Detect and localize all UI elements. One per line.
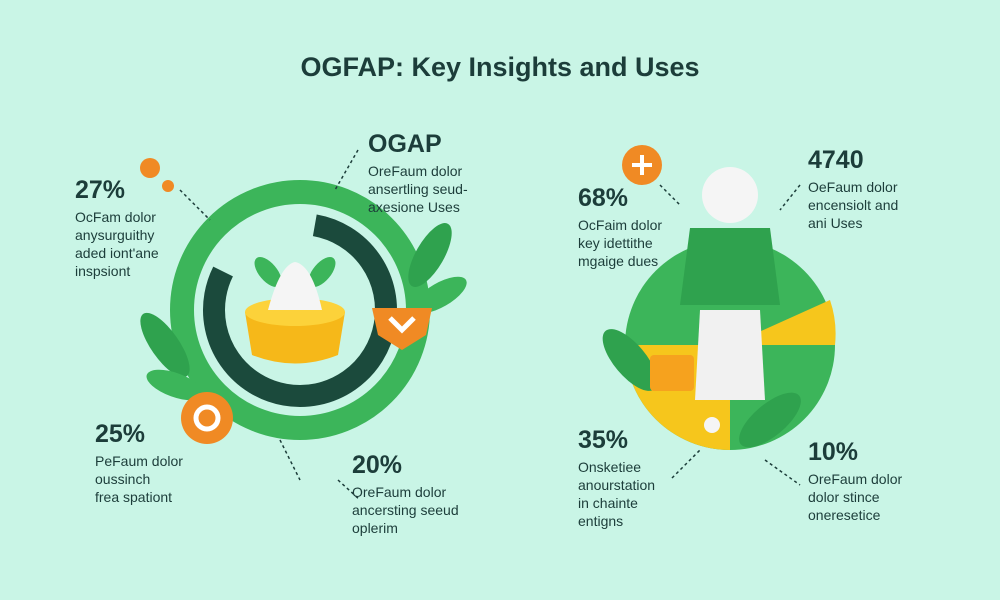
callout-value: 68% <box>578 184 628 212</box>
leaf <box>739 392 801 448</box>
callout-text: anysurguithy <box>75 227 154 243</box>
callout-text: axesione Uses <box>368 199 460 215</box>
callout-text: PeFaum dolor <box>95 453 183 469</box>
callout-text: aded iont'ane <box>75 245 159 261</box>
callout-text: oussinch <box>95 471 150 487</box>
callout-value: 4740 <box>808 146 864 174</box>
callout-text: OcFaim dolor <box>578 217 662 233</box>
orange-icon-mark <box>632 155 652 175</box>
small-icon <box>140 158 160 178</box>
connector <box>337 479 361 501</box>
callout-text: Onsketiee <box>578 459 641 475</box>
connectors <box>179 149 801 501</box>
right-graphic <box>602 145 836 450</box>
callout-text: oneresetice <box>808 507 881 523</box>
callout-text: ancersting seeud <box>352 502 459 518</box>
figure-skirt <box>695 310 765 400</box>
left-graphic <box>140 158 467 444</box>
figure-head <box>702 167 758 223</box>
callout-value: OGAP <box>368 130 442 158</box>
connector <box>671 449 701 479</box>
callout-text: oplerim <box>352 520 398 536</box>
title: OGFAP: Key Insights and Uses <box>300 52 699 82</box>
callout-value: 20% <box>352 451 402 479</box>
callout-text: OreFaum dolor <box>808 471 902 487</box>
callout-text: ani Uses <box>808 215 862 231</box>
callout-text: frea spationt <box>95 489 172 505</box>
callout-text: OeFaum dolor <box>808 179 898 195</box>
callout-value: 35% <box>578 426 628 454</box>
callout-value: 10% <box>808 438 858 466</box>
callout-text: anourstation <box>578 477 655 493</box>
callout-text: encensiolt and <box>808 197 898 213</box>
callout-text: entigns <box>578 513 623 529</box>
callout-text: in chainte <box>578 495 638 511</box>
connector <box>659 184 681 206</box>
leaf <box>140 312 190 378</box>
dot <box>704 417 720 433</box>
leaf <box>408 223 452 287</box>
shield-check <box>388 316 416 334</box>
callout-text: ansertling seud- <box>368 181 468 197</box>
callout-text: OreFaum dolor <box>368 163 462 179</box>
callout-value: 25% <box>95 420 145 448</box>
orange-icon-mark <box>193 404 221 432</box>
leaf <box>146 369 204 401</box>
bowl <box>245 312 345 364</box>
callout-value: 27% <box>75 176 125 204</box>
callout-text: OreFaum dolor <box>352 484 446 500</box>
leaf <box>254 257 282 287</box>
callout-text: dolor stince <box>808 489 880 505</box>
callout-text: inspsiont <box>75 263 130 279</box>
connector <box>779 184 801 211</box>
callout-text: OcFam dolor <box>75 209 156 225</box>
orange-icon <box>181 392 233 444</box>
box-icon <box>650 355 694 391</box>
connector <box>179 189 211 221</box>
callouts: 27% OcFam dolor anysurguithy aded iont'ane i… <box>75 130 902 536</box>
connector <box>279 439 301 481</box>
cream <box>268 262 322 310</box>
connector <box>334 149 359 191</box>
callout-text: mgaige dues <box>578 253 658 269</box>
leaf <box>308 257 336 287</box>
leaf <box>413 276 467 314</box>
callout-text: key idettithe <box>578 235 653 251</box>
figure-body <box>680 228 780 305</box>
connector <box>764 459 801 486</box>
small-icon <box>162 180 174 192</box>
leaf <box>602 329 658 391</box>
